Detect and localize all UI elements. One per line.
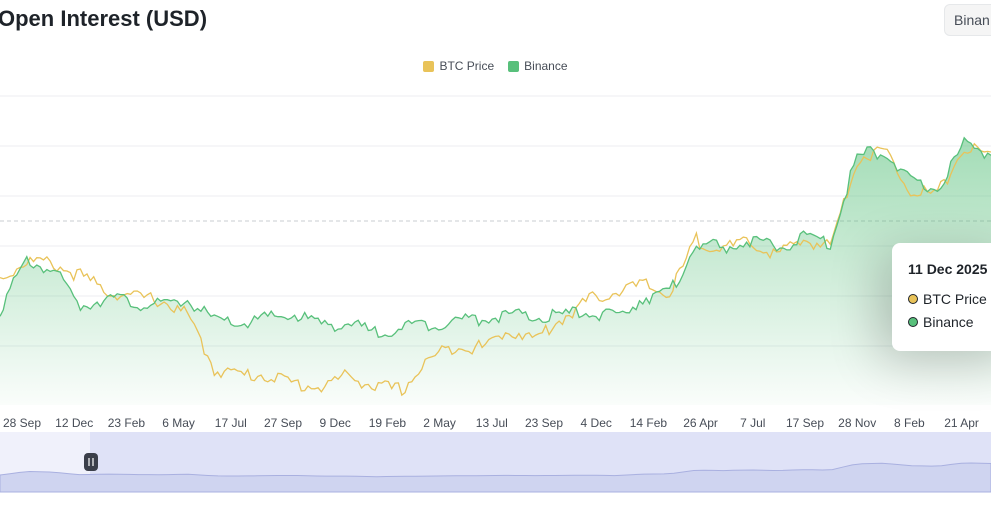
x-axis-tick-labels: 28 Sep 12 Dec 23 Feb 6 May 17 Jul 27 Sep 9 Dec… xyxy=(3,416,979,430)
binance-line xyxy=(0,136,991,338)
tooltip-date: 11 Dec 2025 xyxy=(908,261,988,277)
tooltip-row-binance: Binance xyxy=(908,314,991,330)
btc-price-marker-icon xyxy=(908,294,918,304)
x-tick-label: 14 Feb xyxy=(630,416,668,430)
x-tick-label: 23 Feb xyxy=(108,416,146,430)
x-tick-label: 28 Sep xyxy=(3,416,41,430)
x-tick-label: 21 Apr xyxy=(944,416,979,430)
x-tick-label: 17 Sep xyxy=(786,416,824,430)
x-tick-label: 7 Jul xyxy=(740,416,765,430)
tooltip-label-btc-price: BTC Price xyxy=(923,291,987,307)
x-tick-label: 27 Sep xyxy=(264,416,302,430)
x-tick-label: 19 Feb xyxy=(369,416,407,430)
x-tick-label: 2 May xyxy=(423,416,456,430)
binance-area-fill xyxy=(0,137,991,406)
x-tick-label: 28 Nov xyxy=(838,416,876,430)
exchange-select-button[interactable]: Binan xyxy=(944,4,991,36)
navigator-handle[interactable] xyxy=(84,453,98,471)
chart-legend: BTC Price Binance xyxy=(0,59,991,73)
x-tick-label: 4 Dec xyxy=(581,416,612,430)
x-tick-label: 26 Apr xyxy=(683,416,718,430)
x-tick-label: 12 Dec xyxy=(55,416,93,430)
legend-label-binance: Binance xyxy=(524,59,568,73)
x-tick-label: 23 Sep xyxy=(525,416,563,430)
btc-price-line xyxy=(0,142,991,397)
x-tick-label: 9 Dec xyxy=(320,416,351,430)
x-tick-label: 13 Jul xyxy=(476,416,508,430)
x-tick-label: 6 May xyxy=(162,416,195,430)
chart-title: Open Interest (USD) xyxy=(0,6,208,31)
navigator-line xyxy=(0,462,991,493)
binance-marker-icon xyxy=(908,317,918,327)
chart-tooltip: 11 Dec 2025 BTC Price Binance xyxy=(892,243,991,351)
legend-item-binance[interactable]: Binance xyxy=(508,59,568,73)
legend-item-btc-price[interactable]: BTC Price xyxy=(423,59,494,73)
x-tick-label: 17 Jul xyxy=(215,416,247,430)
x-tick-label: 8 Feb xyxy=(894,416,925,430)
btc-price-swatch xyxy=(423,60,435,72)
legend-label-btc-price: BTC Price xyxy=(439,59,495,73)
tooltip-label-binance: Binance xyxy=(923,314,974,330)
tooltip-row-btc-price: BTC Price xyxy=(908,291,991,307)
navigator[interactable] xyxy=(0,432,991,493)
binance-swatch xyxy=(508,60,520,72)
